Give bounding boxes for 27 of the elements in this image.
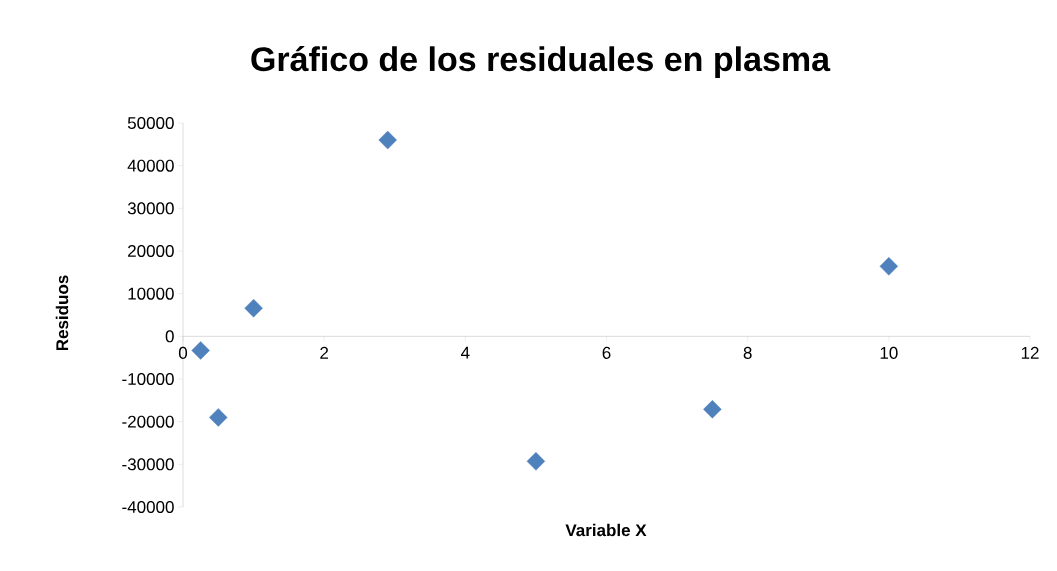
x-tick-label: 2 (320, 346, 329, 359)
y-tick-label: -40000 (122, 500, 174, 514)
y-tick-label: 20000 (128, 244, 174, 258)
x-tick-label: 10 (880, 346, 898, 359)
x-tick-label: 6 (602, 346, 611, 359)
x-tick-label: 0 (178, 346, 188, 359)
point (703, 400, 722, 419)
point (191, 341, 210, 360)
point (244, 298, 263, 318)
x-tick-label: 4 (461, 346, 470, 359)
x-axis-title: Variable X (565, 523, 647, 537)
x-tick-label: 12 (1021, 346, 1039, 359)
y-tick-label: -30000 (122, 458, 174, 471)
y-axis-title: Residuos (55, 275, 69, 351)
point (879, 257, 899, 276)
y-tick-label: 10000 (128, 287, 174, 300)
y-tick-label: -10000 (122, 372, 174, 386)
chart-title: Gráfico de los residuales en plasma (251, 46, 831, 78)
y-tick-label: 0 (165, 330, 174, 343)
y-tick-label: -20000 (122, 415, 174, 428)
y-tick-label: 30000 (127, 202, 174, 215)
point (526, 452, 546, 471)
point (378, 130, 397, 150)
y-tick-label: 40000 (127, 159, 174, 172)
y-tick-label: 50000 (127, 116, 174, 130)
x-tick-label: 8 (743, 346, 752, 359)
point (209, 408, 228, 427)
